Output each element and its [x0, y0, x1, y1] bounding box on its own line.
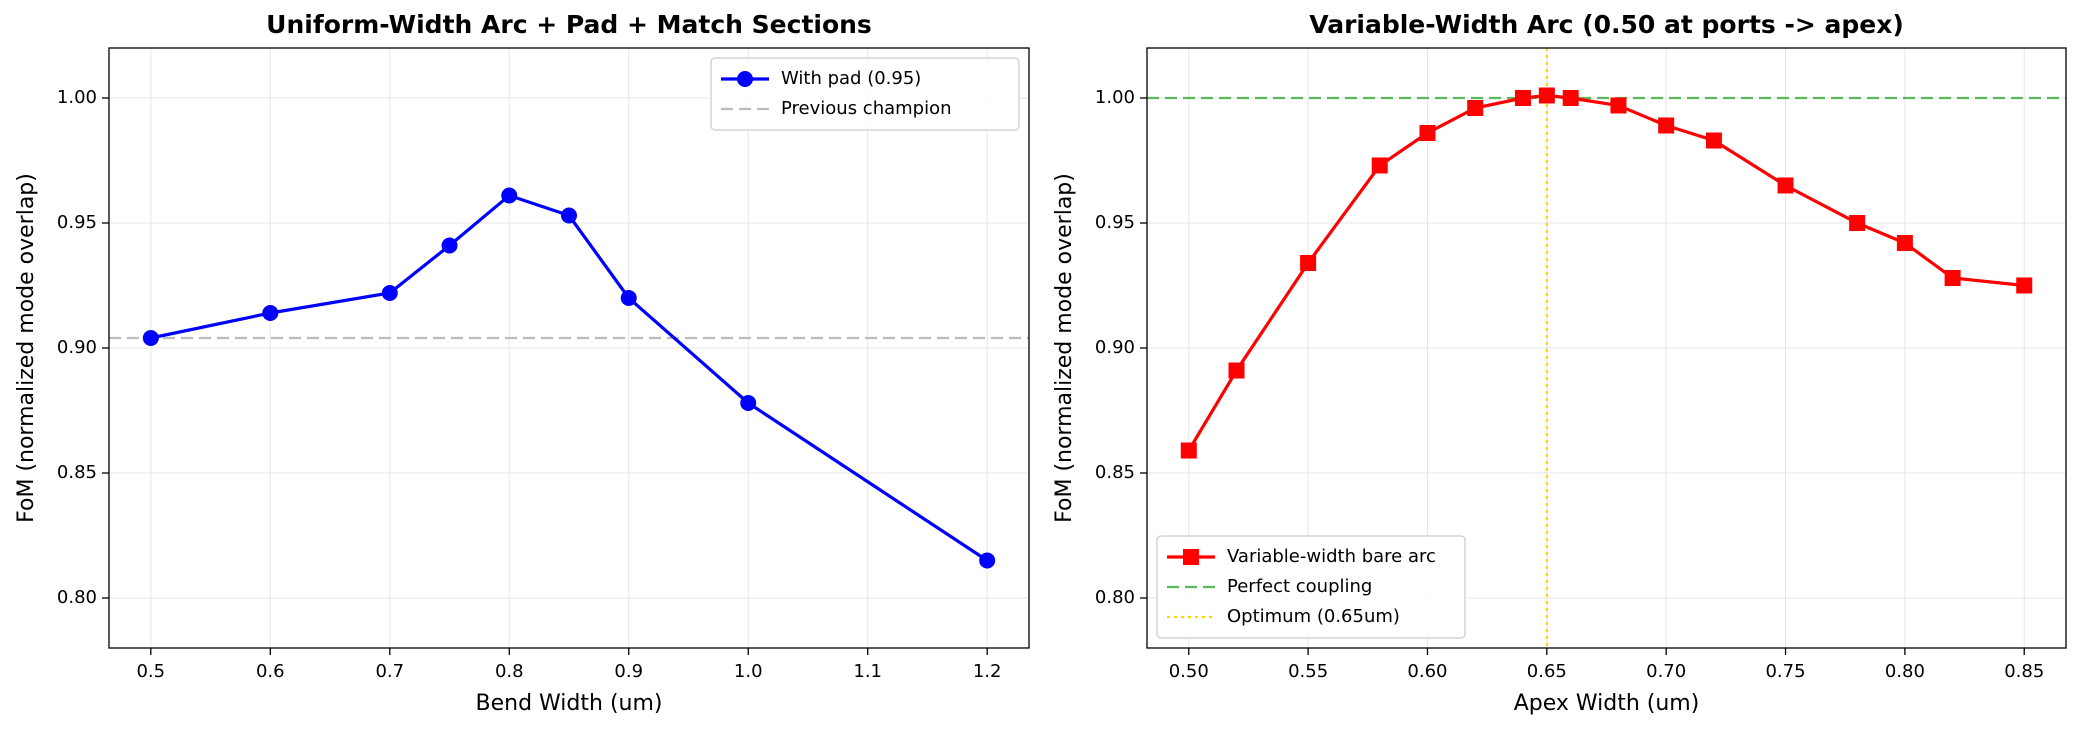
x-tick-label: 0.5 — [136, 661, 165, 682]
marker — [441, 237, 458, 254]
x-tick-label: 1.1 — [853, 661, 882, 682]
marker — [561, 207, 577, 224]
marker — [1705, 132, 1722, 149]
legend: Variable-width bare arc Perfect coupling O… — [1156, 535, 1466, 639]
legend: With pad (0.95) Previous champion — [710, 57, 1020, 131]
legend-label: Perfect coupling — [1227, 576, 1372, 597]
x-tick-label: 0.80 — [1885, 661, 1925, 682]
x-tick-label: 0.60 — [1407, 661, 1447, 682]
y-tick-label: 0.95 — [1095, 212, 1135, 233]
marker — [1371, 157, 1388, 174]
y-tick-label: 1.00 — [1095, 87, 1135, 108]
x-tick-label: 0.6 — [256, 661, 285, 682]
data-line — [150, 193, 989, 562]
marker — [1467, 100, 1484, 116]
x-tick-label: 0.55 — [1288, 661, 1328, 682]
legend-label: With pad (0.95) — [781, 68, 921, 89]
marker — [1562, 90, 1579, 106]
marker — [1514, 90, 1531, 106]
x-tick-label: 0.65 — [1527, 661, 1567, 682]
marker — [1300, 255, 1317, 271]
x-tick-label: 1.0 — [734, 661, 763, 682]
y-tick-label: 0.90 — [57, 337, 97, 358]
x-axis-label: Apex Width (um) — [1514, 691, 1700, 716]
marker — [1228, 362, 1245, 379]
x-tick-label: 0.85 — [2004, 661, 2044, 682]
y-axis-label: FoM (normalized mode overlap) — [14, 173, 39, 523]
x-tick-label: 1.2 — [973, 661, 1002, 682]
y-tick-label: 0.80 — [1095, 587, 1135, 608]
marker — [1538, 87, 1555, 104]
axes-frame — [1146, 47, 2067, 649]
marker — [1849, 215, 1866, 231]
legend-box — [1156, 535, 1466, 639]
y-tick-label: 0.85 — [1095, 462, 1135, 483]
legend-marker — [1183, 549, 1199, 565]
y-axis-label: FoM (normalized mode overlap) — [1052, 173, 1077, 523]
marker — [1610, 97, 1627, 114]
x-tick-label: 0.7 — [375, 661, 404, 682]
marker — [262, 305, 279, 321]
x-tick-label: 0.9 — [614, 661, 643, 682]
marker — [1896, 235, 1913, 251]
marker — [1944, 270, 1961, 286]
legend-marker — [737, 71, 753, 87]
marker — [1777, 177, 1794, 194]
data-line — [1187, 93, 2025, 452]
x-tick-label: 0.50 — [1169, 661, 1209, 682]
marker — [501, 187, 518, 204]
chart-title: Variable-Width Arc (0.50 at ports -> ape… — [1309, 10, 1904, 39]
y-tick-label: 0.90 — [1095, 337, 1135, 358]
y-tick-label: 0.80 — [57, 587, 97, 608]
legend-label: Previous champion — [781, 98, 952, 119]
marker — [740, 395, 757, 411]
x-tick-label: 0.8 — [495, 661, 524, 682]
legend-label: Optimum (0.65um) — [1227, 606, 1400, 627]
x-tick-label: 0.75 — [1765, 661, 1805, 682]
marker — [1658, 117, 1675, 134]
y-tick-label: 0.95 — [57, 212, 97, 233]
marker — [142, 330, 159, 346]
legend-label: Variable-width bare arc — [1227, 546, 1436, 567]
marker — [381, 285, 398, 301]
axes-frame — [108, 47, 1030, 649]
marker — [1180, 442, 1197, 459]
legend-box — [710, 57, 1020, 131]
y-tick-label: 0.85 — [57, 462, 97, 483]
x-tick-label: 0.70 — [1646, 661, 1686, 682]
marker — [620, 290, 637, 306]
y-tick-label: 1.00 — [57, 87, 97, 108]
marker — [1419, 125, 1436, 141]
x-axis-label: Bend Width (um) — [476, 691, 663, 716]
chart-title: Uniform-Width Arc + Pad + Match Sections — [266, 10, 872, 39]
marker — [2016, 277, 2033, 294]
marker — [979, 552, 996, 569]
